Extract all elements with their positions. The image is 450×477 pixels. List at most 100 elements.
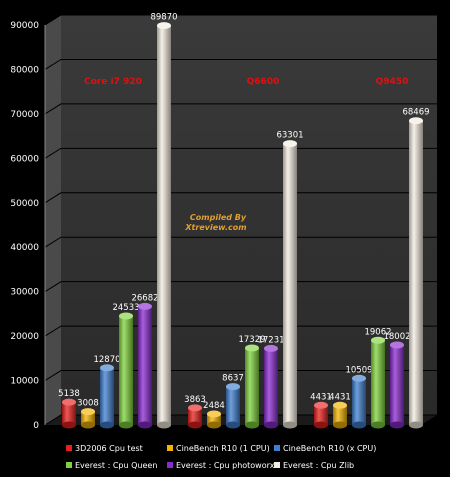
bar-value-label: 17231 — [257, 335, 284, 345]
bar-value-label: 5138 — [58, 389, 80, 399]
y-tick-label: 90000 — [10, 21, 39, 31]
bar-body — [119, 315, 133, 425]
bar-value-label: 17329 — [238, 335, 265, 345]
gridline — [44, 370, 437, 381]
bar-value-label: 19062 — [364, 327, 391, 337]
bar-body — [314, 405, 328, 425]
legend-item: CineBench R10 (1 CPU) — [167, 444, 270, 453]
bar: 3863 — [184, 395, 206, 429]
category-label: Q6600 — [247, 77, 280, 87]
bar-top — [352, 374, 366, 382]
bar-body — [138, 306, 152, 425]
bar-body — [62, 402, 76, 425]
gridline — [44, 281, 437, 293]
bar-body — [371, 340, 385, 425]
gridline — [44, 58, 437, 70]
bar-top — [390, 341, 404, 349]
bar: 4431 — [310, 392, 332, 429]
gridline — [44, 147, 437, 159]
bar-base — [333, 421, 347, 429]
bar: 89870 — [150, 13, 178, 429]
bar-top — [100, 364, 114, 372]
bar-base — [314, 421, 328, 429]
bar-top — [226, 383, 240, 391]
gridline — [44, 103, 437, 115]
bar-body — [283, 143, 297, 425]
bar-top — [264, 344, 278, 352]
bar: 5138 — [58, 389, 80, 429]
bar-value-label: 2484 — [203, 401, 225, 411]
bar-base — [119, 421, 133, 429]
bar-top — [138, 302, 152, 310]
bar-base — [226, 421, 240, 429]
bar-value-label: 4431 — [310, 392, 332, 402]
y-tick-label: 10000 — [10, 377, 39, 387]
bar-value-label: 3863 — [184, 395, 206, 405]
bar: 12870 — [93, 355, 121, 429]
bar: 24533 — [112, 303, 140, 429]
legend-label: 3D2006 Cpu test — [75, 444, 143, 453]
y-tick-label: 60000 — [10, 154, 39, 164]
bar: 26682 — [131, 293, 159, 429]
bar: 19062 — [364, 327, 392, 429]
legend-swatch — [167, 462, 173, 468]
legend-swatch — [274, 445, 280, 451]
bar-base — [245, 421, 259, 429]
bar-body — [390, 344, 404, 425]
bar: 17329 — [238, 335, 266, 429]
bar-base — [188, 421, 202, 429]
bar-top — [81, 408, 95, 416]
bar-value-label: 8637 — [222, 374, 244, 384]
bar: 8637 — [222, 374, 244, 429]
chart-side-wall — [45, 15, 61, 425]
legend-label: Everest : Cpu Queen — [75, 461, 157, 470]
bar-base — [409, 421, 423, 429]
bar-body — [188, 407, 202, 425]
bar-value-label: 24533 — [112, 303, 139, 313]
bar-body — [100, 367, 114, 425]
legend-swatch — [66, 462, 72, 468]
legend-item: CineBench R10 (x CPU) — [274, 444, 376, 453]
bar-base — [283, 421, 297, 429]
bar-value-label: 10509 — [345, 365, 372, 375]
bar-value-label: 68469 — [402, 108, 429, 118]
bar-top — [245, 344, 259, 352]
bar-body — [333, 405, 347, 425]
bar-body — [207, 413, 221, 425]
bar-base — [81, 421, 95, 429]
bar-body — [226, 386, 240, 425]
bar-value-label: 26682 — [131, 293, 158, 303]
watermark-line-2: Xtreview.com — [184, 223, 246, 232]
bar-value-label: 18002 — [383, 332, 410, 342]
bar-value-label: 4431 — [329, 392, 351, 402]
bar-base — [390, 421, 404, 429]
bar-top — [157, 22, 171, 30]
legend-item: Everest : Cpu Queen — [66, 461, 157, 470]
gridline — [44, 192, 437, 204]
watermark-line-1: Compiled By — [190, 213, 247, 222]
bar-body — [264, 348, 278, 425]
bar: 17231 — [257, 335, 285, 429]
bar-base — [138, 421, 152, 429]
legend-swatch — [167, 445, 173, 451]
bar-top — [371, 336, 385, 344]
bar-top — [314, 401, 328, 409]
bar-top — [119, 312, 133, 320]
bar: 10509 — [345, 365, 373, 429]
bar: 2484 — [203, 401, 225, 429]
bar-top — [333, 401, 347, 409]
legend-label: CineBench R10 (1 CPU) — [176, 444, 270, 453]
bar-top — [188, 404, 202, 412]
bar-top — [409, 117, 423, 125]
bar-base — [371, 421, 385, 429]
bar-value-label: 12870 — [93, 355, 120, 365]
y-tick-label: 80000 — [10, 65, 39, 75]
y-tick-label: 50000 — [10, 199, 39, 209]
y-tick-label: 30000 — [10, 288, 39, 298]
y-tick-label: 20000 — [10, 332, 39, 342]
bar-top — [283, 140, 297, 148]
category-label: Core i7 920 — [84, 77, 142, 87]
category-label: Q9450 — [376, 77, 409, 87]
bar-body — [157, 25, 171, 425]
legend-swatch — [66, 445, 72, 451]
